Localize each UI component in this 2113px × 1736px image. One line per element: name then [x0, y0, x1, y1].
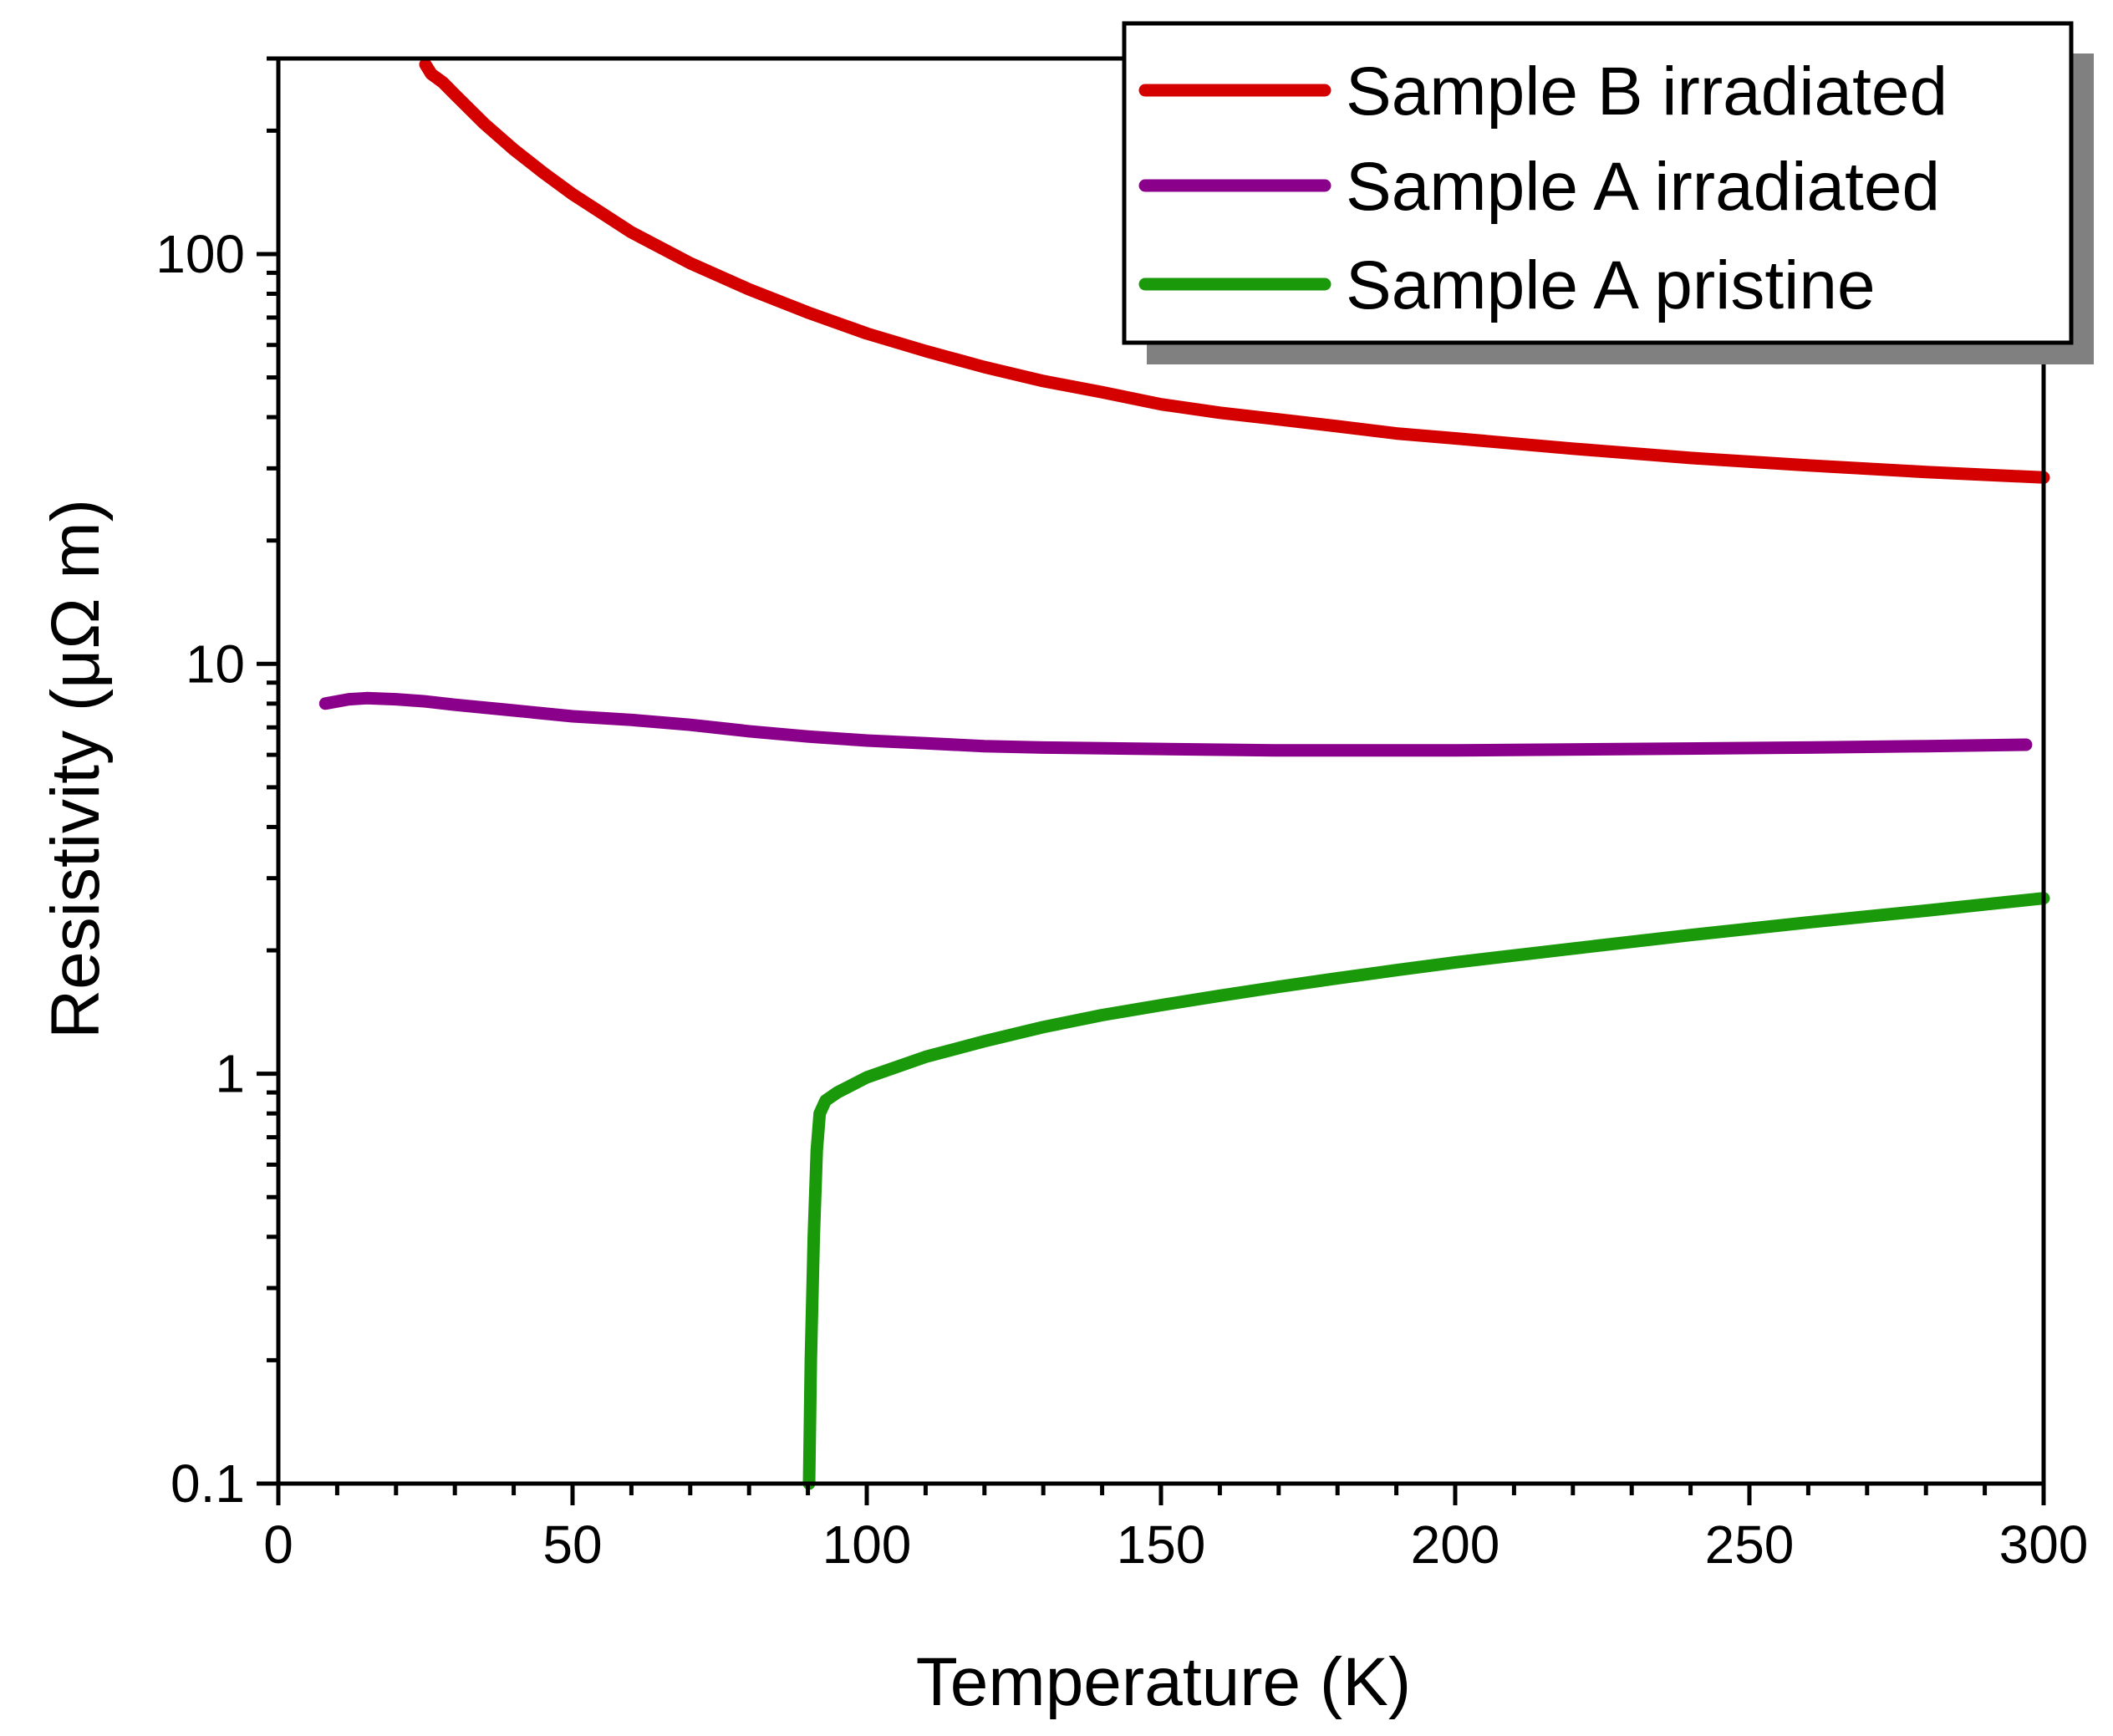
x-tick-label: 0	[263, 1515, 293, 1575]
series-line-2	[802, 892, 2050, 1490]
legend-label-0: Sample B irradiated	[1346, 53, 1948, 130]
x-axis-title: Temperature (K)	[916, 1644, 1411, 1720]
x-tick-label: 300	[1999, 1515, 2089, 1575]
y-axis-title: Resistivity (μΩ m)	[38, 499, 114, 1039]
y-tick-label: 100	[155, 224, 245, 284]
series-line-1	[318, 691, 2033, 757]
x-axis-tick-labels: 0 50 100 150 200 250 300	[263, 1515, 2088, 1575]
y-tick-label: 0.1	[171, 1453, 245, 1514]
y-tick-label: 1	[215, 1044, 245, 1104]
y-axis-tick-labels: 0.1 1 10 100	[155, 224, 245, 1514]
x-tick-label: 150	[1117, 1515, 1206, 1575]
legend-label-1: Sample A irradiated	[1346, 149, 1940, 225]
x-tick-label: 200	[1411, 1515, 1500, 1575]
y-axis-ticks	[257, 56, 278, 1486]
x-tick-label: 50	[542, 1515, 602, 1575]
y-tick-label: 10	[186, 634, 245, 694]
x-tick-label: 250	[1705, 1515, 1795, 1575]
legend: Sample B irradiated Sample A irradiated Sa…	[1122, 21, 2094, 364]
x-axis-ticks	[276, 1484, 2046, 1505]
legend-label-2: Sample A pristine	[1346, 247, 1876, 323]
series-line-0	[419, 58, 2050, 484]
series-layer	[318, 58, 2050, 1490]
x-tick-label: 100	[822, 1515, 912, 1575]
